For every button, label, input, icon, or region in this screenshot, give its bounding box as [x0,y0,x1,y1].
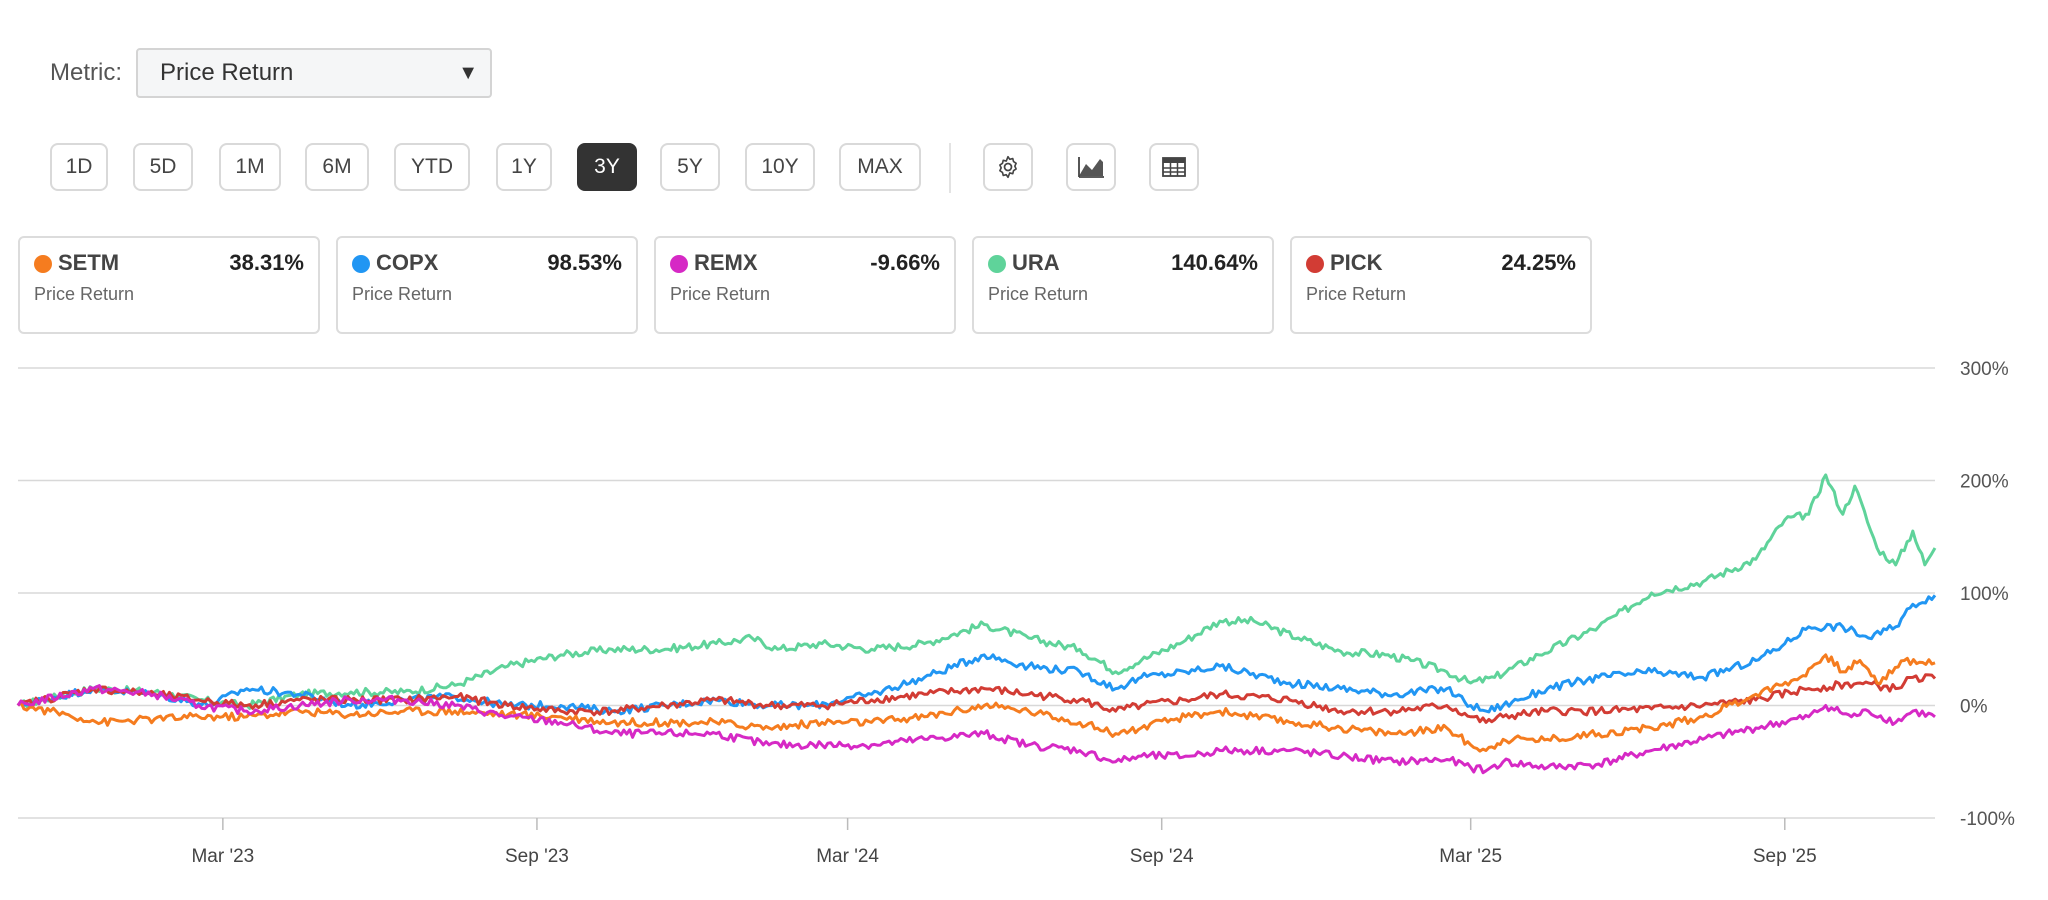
series-line-ura [16,473,1937,710]
range-button-5y[interactable]: 5Y [660,143,720,191]
card-ticker: SETM [58,250,120,275]
x-tick-label: Sep '24 [1130,846,1194,867]
card-value: 24.25% [1501,250,1576,275]
x-tick-label: Sep '23 [505,846,569,867]
legend-card-setm[interactable]: SETM 38.31% Price Return [18,236,320,334]
metric-row: Metric: Price Return ▼ [50,46,492,100]
range-button-1d[interactable]: 1D [50,143,108,191]
metric-label: Metric: [50,59,122,86]
range-button-6m[interactable]: 6M [305,143,369,191]
card-ticker: REMX [694,250,758,275]
x-tick-label: Mar '24 [816,846,879,867]
range-button-max[interactable]: MAX [839,143,921,191]
metric-selected-value: Price Return [160,59,294,86]
range-button-1m[interactable]: 1M [219,143,281,191]
table-icon [1162,157,1186,177]
card-subtitle: Price Return [670,284,771,304]
card-subtitle: Price Return [988,284,1089,304]
x-tick-label: Mar '23 [191,846,254,867]
x-tick-label: Mar '25 [1439,846,1502,867]
card-subtitle: Price Return [352,284,453,304]
toolbar-divider [949,143,951,193]
y-tick-label: 0% [1960,697,1988,718]
card-value: -9.66% [870,250,940,275]
chart-type-button[interactable] [1066,143,1116,191]
area-chart-icon [1078,157,1104,178]
legend-card-remx[interactable]: REMX -9.66% Price Return [654,236,956,334]
metric-select[interactable]: Price Return ▼ [136,48,492,98]
price-return-chart[interactable]: 300% 200% 100% 0% -100% Mar '23 Sep '23 Mar '24… [0,340,2048,900]
legend-card-pick[interactable]: PICK 24.25% Price Return [1290,236,1592,334]
series-color-dot [670,255,688,273]
range-button-5d[interactable]: 5D [133,143,193,191]
y-tick-label: -100% [1960,809,2015,830]
card-value: 98.53% [547,250,622,275]
series-color-dot [34,255,52,273]
series-line-remx [16,684,1936,775]
series-color-dot [352,255,370,273]
legend-card-copx[interactable]: COPX 98.53% Price Return [336,236,638,334]
y-tick-label: 200% [1960,472,2009,493]
series-color-dot [988,255,1006,273]
y-tick-label: 100% [1960,584,2009,605]
card-subtitle: Price Return [1306,284,1407,304]
legend-card-ura[interactable]: URA 140.64% Price Return [972,236,1274,334]
gear-icon [999,155,1017,179]
range-button-ytd[interactable]: YTD [394,143,470,191]
range-button-10y[interactable]: 10Y [745,143,815,191]
range-button-1y[interactable]: 1Y [496,143,552,191]
series-line-setm [16,653,1936,753]
card-ticker: PICK [1330,250,1383,275]
range-button-3y[interactable]: 3Y [577,143,637,191]
card-value: 140.64% [1171,250,1258,275]
card-ticker: URA [1012,250,1060,275]
y-tick-label: 300% [1960,359,2009,380]
card-subtitle: Price Return [34,284,135,304]
settings-button[interactable] [983,143,1033,191]
table-view-button[interactable] [1149,143,1199,191]
caret-down-icon: ▼ [458,62,478,84]
x-tick-label: Sep '25 [1753,846,1817,867]
series-line-pick [16,673,1937,724]
card-value: 38.31% [229,250,304,275]
card-ticker: COPX [376,250,439,275]
series-color-dot [1306,255,1324,273]
